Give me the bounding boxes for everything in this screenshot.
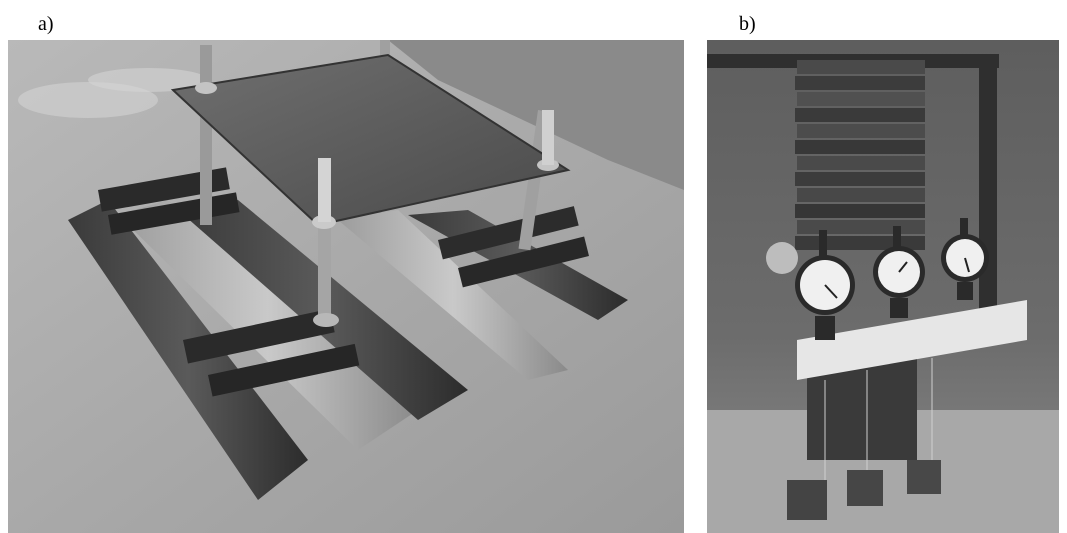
dial-gauge bbox=[873, 226, 925, 318]
panel-label-b: b) bbox=[739, 13, 756, 35]
base-block bbox=[787, 480, 827, 520]
base-block bbox=[907, 460, 941, 494]
panel-label-a: a) bbox=[38, 13, 54, 35]
sand-ripple bbox=[18, 82, 158, 118]
curved-sheet-light bbox=[338, 210, 568, 380]
base-block bbox=[847, 470, 883, 506]
threaded-rod-top bbox=[318, 158, 331, 222]
steel-plate bbox=[170, 53, 571, 227]
dial-gauge bbox=[795, 230, 855, 340]
clamp-bar bbox=[457, 236, 589, 288]
photo-a-drawing bbox=[8, 40, 684, 533]
threaded-rod-top bbox=[542, 110, 554, 165]
sand-ripple bbox=[88, 68, 208, 92]
clamp-bar bbox=[438, 206, 579, 260]
background-gauge bbox=[766, 242, 798, 274]
clamp-bar bbox=[183, 308, 335, 364]
photo-stacked-weights-dial-gauges bbox=[707, 40, 1059, 533]
photo-b-drawing bbox=[707, 40, 1059, 533]
photo-plate-on-curved-sheets bbox=[8, 40, 684, 533]
clamp-bar bbox=[98, 167, 230, 212]
dial-gauge bbox=[941, 218, 989, 300]
threaded-rod bbox=[200, 45, 212, 225]
nut bbox=[313, 313, 339, 327]
nut bbox=[195, 82, 217, 94]
clamp-bar bbox=[208, 343, 360, 397]
wall bbox=[388, 40, 684, 190]
gauge-beam bbox=[797, 300, 1027, 380]
